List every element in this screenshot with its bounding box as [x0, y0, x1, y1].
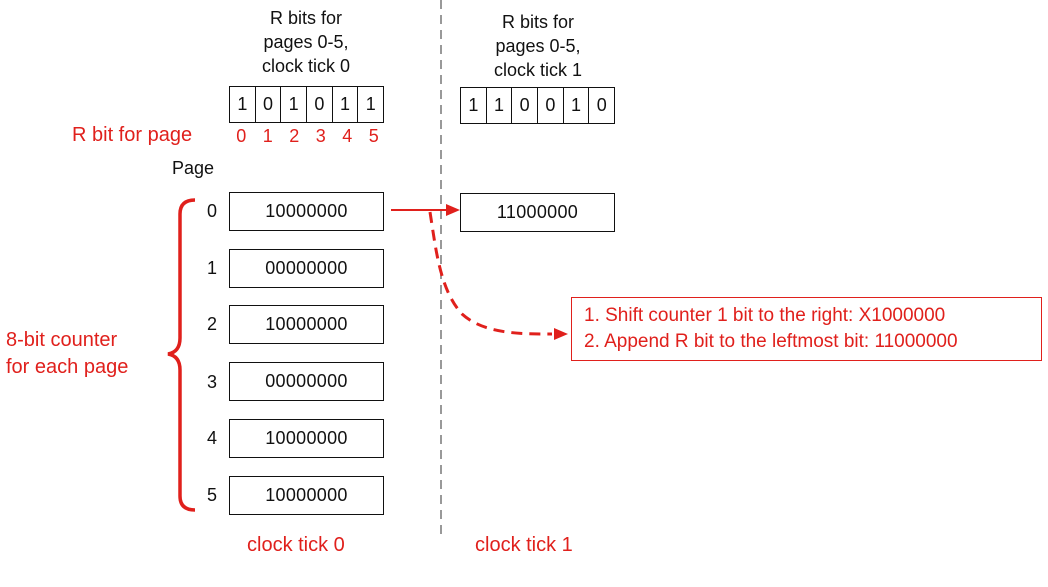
- tick0-header-line: clock tick 0: [261, 56, 351, 76]
- tick1-header-line: pages 0-5,: [495, 36, 581, 56]
- r-bit: 1: [365, 94, 376, 114]
- page-index: 1: [262, 126, 273, 146]
- explain-dashed-curve: [428, 211, 553, 336]
- tick0-r-bits: 1 0 1 0 1 1: [229, 86, 384, 123]
- r-bit: 1: [487, 88, 513, 123]
- explanation-line: 2. Append R bit to the leftmost bit: 110…: [584, 331, 958, 352]
- explanation-box: 1. Shift counter 1 bit to the right: X10…: [571, 297, 1042, 361]
- page-number: 0: [206, 201, 217, 221]
- page-counter: 00000000: [229, 362, 384, 401]
- page-counter: 10000000: [229, 419, 384, 458]
- r-bit: 0: [256, 87, 282, 122]
- page-index: 0: [236, 126, 247, 146]
- tick1-page0-counter: 11000000: [460, 193, 615, 232]
- page-number: 2: [206, 314, 217, 334]
- tick1-header: R bits for pages 0-5, clock tick 1: [462, 10, 614, 82]
- page-counter: 10000000: [229, 192, 384, 231]
- explanation-line: 1. Shift counter 1 bit to the right: X10…: [584, 305, 946, 326]
- r-bit: 0: [512, 88, 539, 123]
- page-number: 5: [206, 485, 217, 505]
- r-bit: 1: [461, 88, 487, 123]
- r-bit: 1: [281, 87, 308, 122]
- tick1-header-line: clock tick 1: [493, 60, 583, 80]
- page-index: 5: [368, 126, 379, 146]
- tick0-header: R bits for pages 0-5, clock tick 0: [230, 6, 382, 78]
- page-number: 1: [206, 258, 217, 278]
- r-bit: 0: [307, 87, 333, 122]
- page-column-header: Page: [172, 158, 215, 178]
- page-counter: 10000000: [229, 305, 384, 344]
- tick0-header-line: R bits for: [269, 8, 343, 28]
- brace-label-line: 8-bit counter: [6, 329, 118, 351]
- explain-arrow-head: [554, 328, 568, 340]
- page-index: 4: [342, 126, 353, 146]
- tick1-header-line: R bits for: [501, 12, 575, 32]
- r-bit: 1: [564, 88, 590, 123]
- update-arrow-head: [446, 204, 460, 216]
- tick0-label: clock tick 0: [247, 534, 345, 556]
- page-index-row: 0 1 2 3 4 5: [228, 126, 387, 147]
- tick1-r-bits: 1 1 0 0 1 0: [460, 87, 615, 124]
- brace-label: 8-bit counter for each page: [6, 327, 128, 381]
- page-counter: 00000000: [229, 249, 384, 288]
- page-number: 4: [206, 428, 217, 448]
- r-bit: 0: [596, 95, 607, 115]
- brace-label-line: for each page: [6, 356, 129, 378]
- page-counter: 10000000: [229, 476, 384, 515]
- page-number: 3: [206, 372, 217, 392]
- tick1-label: clock tick 1: [475, 534, 573, 556]
- r-bit-for-page-label: R bit for page: [72, 124, 193, 146]
- r-bit: 1: [230, 87, 256, 122]
- page-index: 3: [315, 126, 326, 146]
- tick0-header-line: pages 0-5,: [263, 32, 349, 52]
- r-bit: 0: [538, 88, 564, 123]
- r-bit: 1: [333, 87, 359, 122]
- counter-brace: [167, 198, 196, 512]
- page-index: 2: [289, 126, 300, 146]
